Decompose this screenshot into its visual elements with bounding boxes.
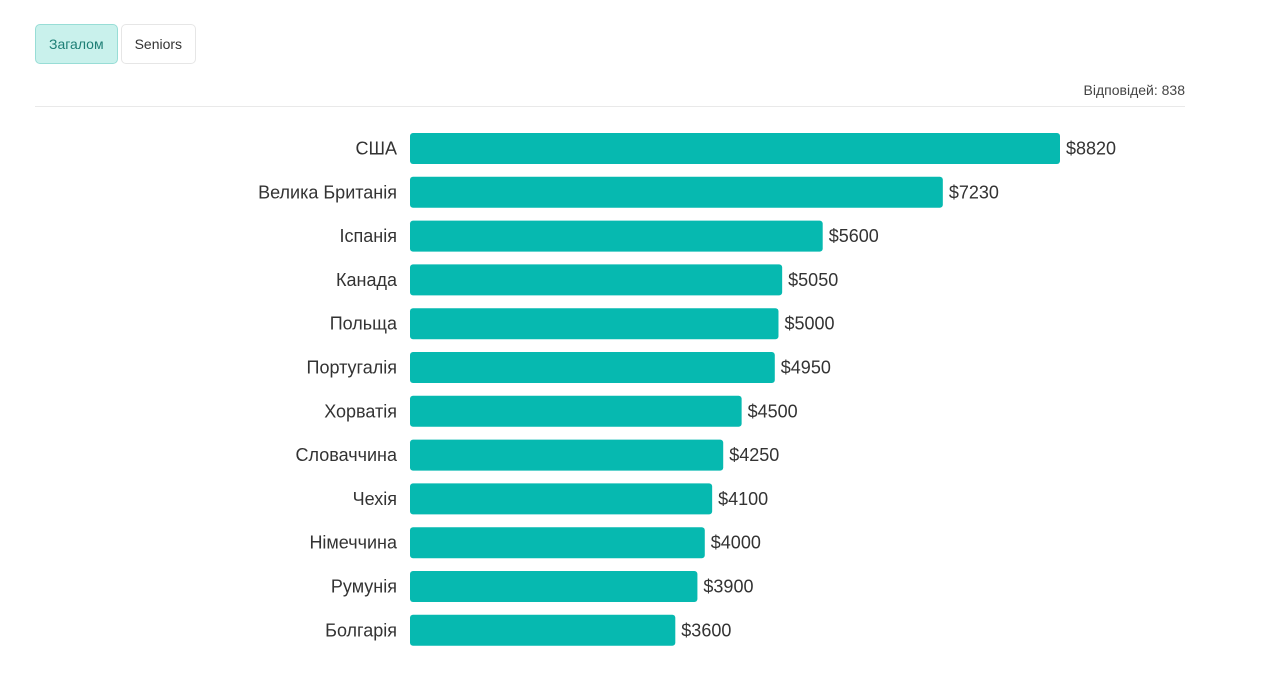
- bar[interactable]: [410, 133, 1060, 164]
- value-label: $8820: [1066, 139, 1116, 159]
- value-label: $5050: [788, 270, 838, 290]
- value-label: $3600: [681, 620, 731, 640]
- responses-count: Відповідей: 838: [1083, 82, 1185, 98]
- category-label: Німеччина: [309, 533, 398, 553]
- category-label: Іспанія: [340, 226, 397, 246]
- value-label: $4000: [711, 533, 761, 553]
- bar[interactable]: [410, 220, 823, 252]
- bar[interactable]: [410, 439, 724, 471]
- category-label: Хорватія: [324, 401, 397, 421]
- tab-bar: Загалом Seniors: [35, 24, 197, 64]
- value-label: $5000: [784, 314, 834, 334]
- bar[interactable]: [410, 483, 713, 515]
- bar[interactable]: [410, 614, 676, 646]
- bar[interactable]: [410, 395, 742, 427]
- value-label: $4500: [748, 401, 798, 421]
- value-label: $3900: [703, 577, 753, 597]
- category-label: Канада: [336, 270, 398, 290]
- category-label: Словаччина: [296, 445, 398, 465]
- value-label: $7230: [949, 182, 999, 202]
- value-label: $4950: [781, 358, 831, 378]
- bar[interactable]: [410, 352, 775, 383]
- category-label: Велика Британія: [258, 182, 397, 202]
- bar[interactable]: [410, 176, 943, 208]
- value-label: $5600: [829, 226, 879, 246]
- divider: [35, 106, 1185, 107]
- category-label: Чехія: [353, 489, 397, 509]
- value-label: $4100: [718, 489, 768, 509]
- category-label: Болгарія: [325, 620, 397, 640]
- bar[interactable]: [410, 571, 698, 602]
- category-label: Португалія: [307, 358, 397, 378]
- tab-overall[interactable]: Загалом: [35, 24, 118, 64]
- category-label: Румунія: [331, 577, 397, 597]
- bar[interactable]: [410, 527, 705, 559]
- value-label: $4250: [729, 445, 779, 465]
- bar[interactable]: [410, 264, 783, 296]
- tab-seniors[interactable]: Seniors: [120, 24, 197, 64]
- category-label: США: [355, 139, 397, 159]
- bar[interactable]: [410, 308, 779, 340]
- category-label: Польща: [330, 314, 398, 334]
